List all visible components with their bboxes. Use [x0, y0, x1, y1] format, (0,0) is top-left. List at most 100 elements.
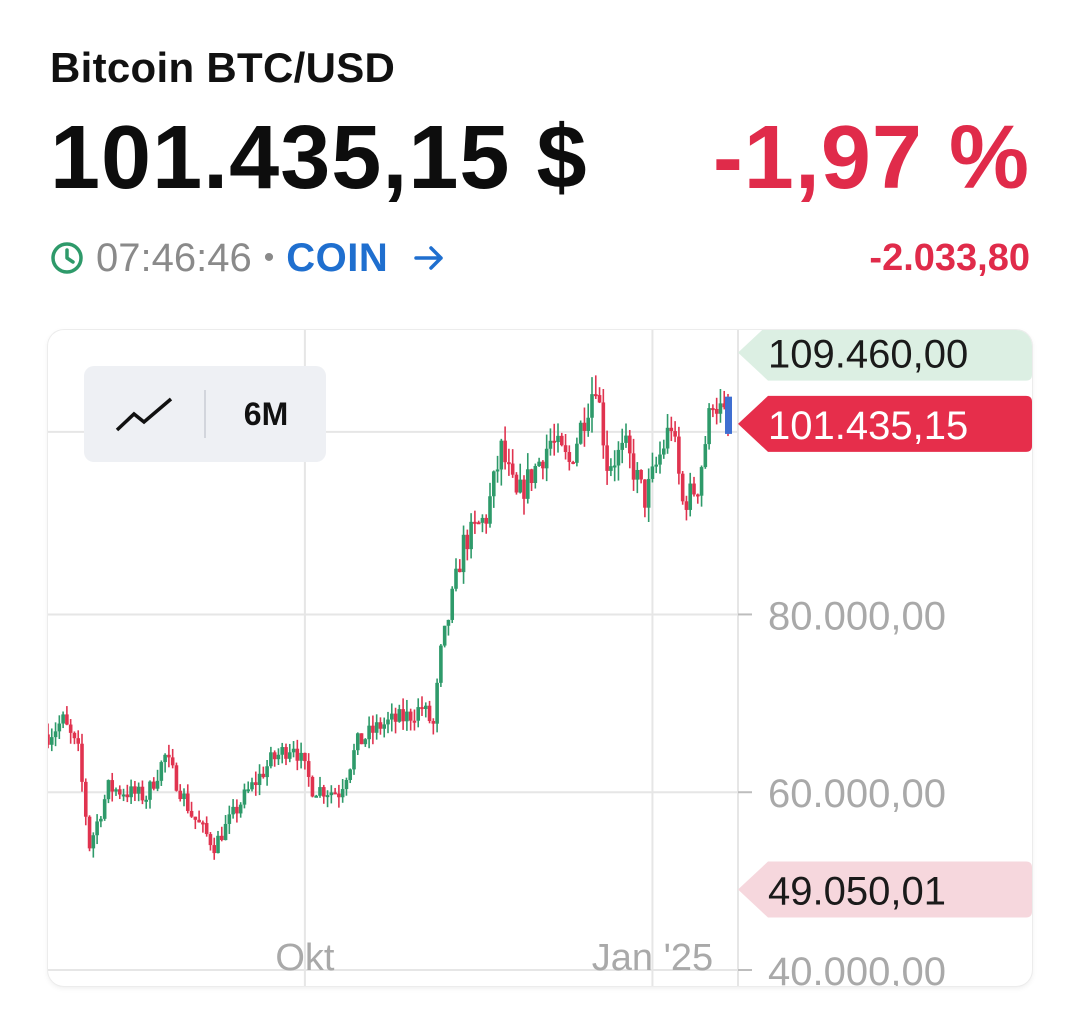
- chart-controls: 6M: [84, 366, 326, 462]
- candle-body: [133, 786, 137, 794]
- candle-body: [197, 819, 201, 823]
- candle-body: [495, 469, 500, 472]
- current-price-marker: [738, 395, 1032, 452]
- candle-body: [699, 467, 704, 496]
- candle-body: [476, 522, 481, 525]
- candle-body: [310, 776, 315, 797]
- candle-body: [397, 709, 402, 722]
- candle-body: [125, 794, 130, 798]
- candle-body: [499, 440, 504, 470]
- y-tick-label: 40.000,00: [768, 950, 946, 986]
- candle-body: [510, 463, 515, 475]
- candle-body: [61, 714, 65, 724]
- candle-body: [688, 483, 693, 510]
- candle-body: [219, 835, 224, 841]
- candle-body: [658, 454, 662, 465]
- candle-body: [159, 762, 164, 781]
- candle-body: [442, 625, 447, 646]
- candle-body: [189, 810, 194, 817]
- candle-body: [548, 440, 553, 449]
- candle-body: [473, 521, 477, 524]
- candle-body: [318, 787, 322, 796]
- current-price: 101.435,15 $: [50, 108, 588, 208]
- candle-body: [216, 835, 220, 854]
- candle-body: [359, 733, 364, 745]
- candle-body: [193, 816, 198, 820]
- candle-body: [488, 496, 492, 524]
- latest-candle: [725, 396, 732, 434]
- candle-body: [95, 821, 99, 836]
- candle-body: [76, 738, 81, 744]
- candle-body: [556, 435, 560, 443]
- clock-icon: [50, 241, 84, 275]
- candle-body: [624, 435, 628, 443]
- y-tick-label: 60.000,00: [768, 772, 946, 816]
- candle-body: [299, 752, 303, 761]
- candle-body: [420, 707, 424, 710]
- candle-body: [529, 469, 534, 483]
- candle-body: [269, 752, 273, 767]
- candle-body: [491, 471, 496, 497]
- candle-body: [601, 402, 606, 446]
- candle-body: [620, 442, 625, 450]
- candle-body: [405, 711, 409, 722]
- candle-body: [204, 823, 209, 835]
- candle-body: [457, 568, 462, 573]
- candle-body: [57, 723, 62, 732]
- candle-body: [401, 709, 405, 722]
- candle-body: [48, 734, 50, 745]
- candle-body: [563, 445, 568, 453]
- candle-body: [291, 748, 296, 753]
- candle-body: [673, 431, 677, 437]
- candle-body: [231, 806, 235, 815]
- candle-body: [68, 724, 73, 733]
- candle-body: [446, 619, 451, 626]
- arrow-right-icon[interactable]: [412, 241, 446, 275]
- candle-body: [117, 789, 122, 795]
- chart-type-button[interactable]: [84, 366, 204, 462]
- candle-body: [544, 448, 549, 469]
- exchange-link[interactable]: COIN: [286, 235, 389, 280]
- candle-body: [155, 780, 160, 789]
- candle-body: [684, 501, 689, 510]
- candle-body: [616, 449, 621, 466]
- low-price-label: 49.050,01: [768, 870, 946, 914]
- candle-body: [582, 422, 587, 431]
- candle-body: [586, 417, 591, 431]
- candle-body: [212, 845, 217, 854]
- candle-body: [83, 781, 88, 817]
- candle-body: [140, 786, 145, 801]
- candle-body: [718, 403, 723, 414]
- candle-body: [575, 443, 579, 463]
- candle-body: [650, 466, 655, 479]
- candle-body: [163, 754, 167, 763]
- candle-body: [337, 793, 341, 798]
- candle-body: [518, 479, 523, 493]
- candle-body: [578, 422, 583, 444]
- candle-body: [431, 721, 436, 724]
- candle-body: [144, 799, 149, 802]
- candle-body: [480, 517, 485, 523]
- candle-body: [635, 469, 640, 480]
- candle-body: [711, 408, 715, 411]
- candle-body: [80, 743, 84, 782]
- candle-body: [423, 705, 428, 710]
- range-button[interactable]: 6M: [243, 395, 289, 432]
- candle-body: [325, 795, 330, 798]
- candle-body: [654, 464, 659, 467]
- candle-body: [367, 725, 371, 740]
- candle-body: [333, 792, 337, 795]
- candle-body: [695, 494, 700, 497]
- candle-body: [246, 789, 251, 792]
- candle-body: [714, 408, 719, 414]
- candle-body: [344, 779, 349, 790]
- candle-body: [692, 483, 696, 495]
- current-price-label: 101.435,15: [768, 404, 968, 448]
- candle-body: [507, 462, 511, 465]
- candle-body: [371, 725, 375, 733]
- candle-body: [148, 781, 152, 800]
- candle-body: [129, 786, 133, 798]
- candle-body: [49, 737, 54, 745]
- high-price-label: 109.460,00: [768, 333, 968, 377]
- candle-body: [537, 461, 541, 466]
